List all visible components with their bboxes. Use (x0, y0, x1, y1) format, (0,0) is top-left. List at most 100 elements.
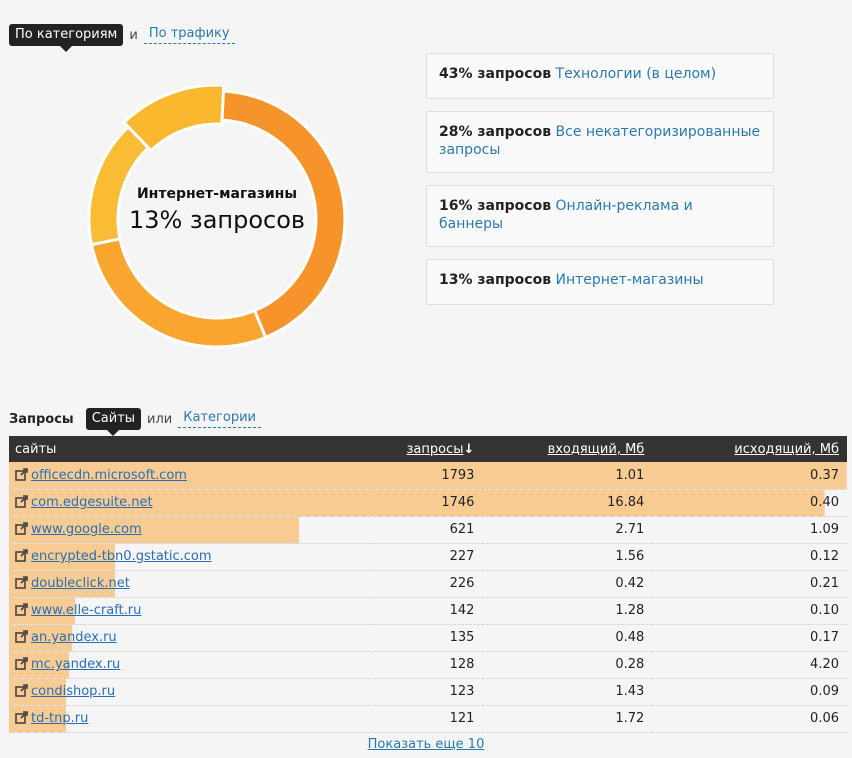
cell-site: www.elle-craft.ru (9, 597, 369, 625)
cell-site: mc.yandex.ru (9, 651, 369, 679)
cell-site: officecdn.microsoft.com (9, 462, 369, 490)
cell-site: td-tnp.ru (9, 705, 369, 733)
category-name[interactable]: Все некатегоризированные запросы (439, 124, 761, 158)
cell-requests: 226 (368, 570, 483, 598)
table-row: com.edgesuite.net 1746 16.84 0.40 (9, 489, 847, 517)
col-site: сайты (9, 436, 369, 462)
show-more-link[interactable]: Показать еще 10 (367, 737, 485, 752)
toggle-categories[interactable]: Категории (178, 410, 261, 428)
sites-table: сайты запросы↓ входящий, Мб исходящий, М… (9, 436, 847, 733)
cell-incoming: 1.72 (482, 705, 653, 733)
cell-requests: 121 (368, 705, 483, 733)
site-link[interactable]: www.elle-craft.ru (31, 603, 142, 618)
category-percent: 43% запросов (439, 66, 552, 82)
category-card-tech[interactable]: 43% запросов Технологии (в целом) (426, 53, 774, 99)
category-card-shops[interactable]: 13% запросов Интернет-магазины (426, 259, 774, 305)
category-donut-chart (87, 85, 347, 349)
col-outgoing[interactable]: исходящий, Мб (652, 436, 847, 462)
col-incoming[interactable]: входящий, Мб (482, 436, 653, 462)
external-link-icon[interactable] (15, 630, 28, 643)
category-percent: 13% запросов (439, 272, 552, 288)
cell-outgoing: 0.10 (652, 597, 847, 625)
sort-incoming-link[interactable]: входящий, Мб (547, 441, 645, 457)
cell-outgoing: 0.37 (652, 462, 847, 490)
external-link-icon[interactable] (15, 657, 28, 670)
cell-site: www.google.com (9, 516, 369, 544)
table-row: www.google.com 621 2.71 1.09 (9, 516, 847, 544)
sort-outgoing-link[interactable]: исходящий, Мб (734, 441, 839, 457)
site-link[interactable]: mc.yandex.ru (31, 657, 121, 672)
cell-outgoing: 0.09 (652, 678, 847, 706)
cell-incoming: 0.28 (482, 651, 653, 679)
category-card-ads[interactable]: 16% запросов Онлайн-реклама и баннеры (426, 185, 774, 247)
site-link[interactable]: td-tnp.ru (31, 711, 89, 726)
requests-separator: или (147, 411, 173, 427)
site-link[interactable]: com.edgesuite.net (31, 495, 153, 510)
site-link[interactable]: condishop.ru (31, 684, 116, 699)
requests-title: Запросы (9, 411, 74, 427)
external-link-icon[interactable] (15, 576, 28, 589)
cell-requests: 128 (368, 651, 483, 679)
table-row: mc.yandex.ru 128 0.28 4.20 (9, 651, 847, 679)
category-name[interactable]: Онлайн-реклама и баннеры (439, 198, 693, 232)
donut-segment[interactable] (89, 237, 268, 349)
cell-site: condishop.ru (9, 678, 369, 706)
cell-incoming: 16.84 (482, 489, 653, 517)
category-percent: 16% запросов (439, 198, 552, 214)
table-row: doubleclick.net 226 0.42 0.21 (9, 570, 847, 598)
cell-incoming: 0.42 (482, 570, 653, 598)
cell-incoming: 1.01 (482, 462, 653, 490)
cell-incoming: 2.71 (482, 516, 653, 544)
site-link[interactable]: doubleclick.net (31, 576, 130, 591)
cell-requests: 135 (368, 624, 483, 652)
cell-site: an.yandex.ru (9, 624, 369, 652)
view-toggle: По категориям и По трафику (9, 24, 235, 52)
category-name[interactable]: Интернет-магазины (555, 272, 704, 288)
cell-requests: 227 (368, 543, 483, 571)
cell-site: doubleclick.net (9, 570, 369, 598)
cell-incoming: 1.56 (482, 543, 653, 571)
requests-toggle: Запросы Сайты или Категории (9, 408, 261, 436)
cell-requests: 1746 (368, 489, 483, 517)
site-link[interactable]: www.google.com (31, 522, 142, 537)
table-row: www.elle-craft.ru 142 1.28 0.10 (9, 597, 847, 625)
sort-down-icon: ↓ (463, 441, 475, 457)
table-row: encrypted-tbn0.gstatic.com 227 1.56 0.12 (9, 543, 847, 571)
toggle-separator: и (129, 27, 138, 43)
table-row: condishop.ru 123 1.43 0.09 (9, 678, 847, 706)
cell-requests: 1793 (368, 462, 483, 490)
show-more: Показать еще 10 (0, 737, 852, 752)
cell-incoming: 1.43 (482, 678, 653, 706)
donut-center-category: Интернет-магазины (136, 186, 298, 202)
toggle-sites[interactable]: Сайты (85, 408, 142, 436)
external-link-icon[interactable] (15, 467, 28, 481)
site-link[interactable]: an.yandex.ru (31, 630, 117, 645)
table-row: an.yandex.ru 135 0.48 0.17 (9, 624, 847, 652)
external-link-icon[interactable] (15, 684, 28, 697)
category-name[interactable]: Технологии (в целом) (555, 66, 717, 82)
donut-segment[interactable] (121, 85, 226, 153)
external-link-icon[interactable] (15, 549, 28, 562)
category-list: 43% запросов Технологии (в целом) 28% за… (426, 53, 774, 317)
toggle-by-traffic[interactable]: По трафику (143, 26, 235, 44)
cell-requests: 123 (368, 678, 483, 706)
cell-site: encrypted-tbn0.gstatic.com (9, 543, 369, 571)
donut-center-value: 13% запросов (128, 206, 306, 234)
external-link-icon[interactable] (15, 522, 28, 535)
cell-outgoing: 0.40 (652, 489, 847, 517)
cell-site: com.edgesuite.net (9, 489, 369, 517)
category-percent: 28% запросов (439, 124, 552, 140)
cell-outgoing: 0.21 (652, 570, 847, 598)
toggle-by-category[interactable]: По категориям (9, 24, 124, 52)
external-link-icon[interactable] (15, 603, 28, 616)
external-link-icon[interactable] (15, 711, 28, 724)
cell-outgoing: 1.09 (652, 516, 847, 544)
category-card-uncategorized[interactable]: 28% запросов Все некатегоризированные за… (426, 111, 774, 173)
sort-requests-link[interactable]: запросы (406, 441, 464, 457)
site-link[interactable]: encrypted-tbn0.gstatic.com (31, 549, 212, 564)
cell-outgoing: 0.06 (652, 705, 847, 733)
col-requests[interactable]: запросы↓ (368, 436, 483, 462)
external-link-icon[interactable] (15, 495, 28, 508)
site-link[interactable]: officecdn.microsoft.com (31, 467, 187, 483)
cell-incoming: 1.28 (482, 597, 653, 625)
